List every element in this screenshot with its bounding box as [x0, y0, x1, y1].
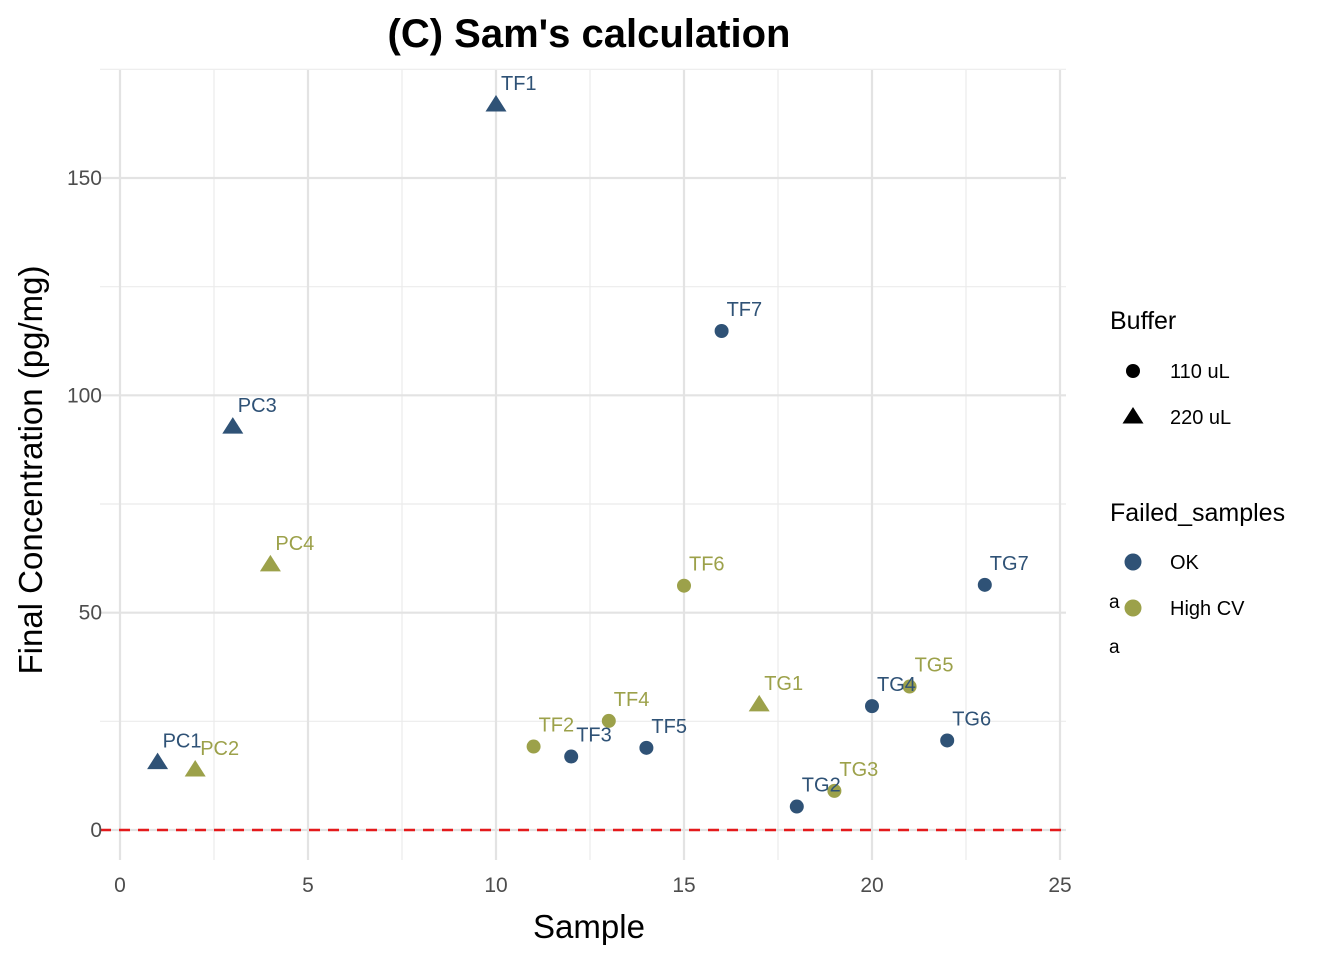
point-label-tg4: TG4 — [877, 674, 916, 696]
point-label-tf4: TF4 — [614, 689, 650, 711]
point-label-tf3: TF3 — [576, 725, 612, 747]
data-point-tg6 — [940, 733, 955, 748]
data-point-tg3 — [827, 783, 842, 798]
y-axis-title: Final Concentration (pg/mg) — [12, 265, 49, 674]
point-label-tg7: TG7 — [990, 553, 1029, 575]
data-point-tg5 — [902, 679, 917, 694]
x-axis-title: Sample — [533, 908, 645, 945]
legend-label-buffer: 220 uL — [1170, 407, 1231, 429]
legend-stray-glyph: a — [1109, 637, 1120, 658]
data-point-tf5 — [639, 740, 654, 755]
data-point-tf4 — [601, 713, 616, 728]
x-tick-label: 10 — [484, 874, 507, 897]
point-label-tf1: TF1 — [501, 73, 537, 95]
point-label-tf6: TF6 — [689, 554, 725, 576]
legend-title-buffer: Buffer — [1110, 307, 1176, 335]
point-label-pc1: PC1 — [163, 731, 202, 753]
data-point-tg1 — [748, 694, 770, 712]
chart-title: (C) Sam's calculation — [388, 12, 791, 56]
data-point-pc1 — [147, 752, 169, 770]
legend-label-buffer: 110 uL — [1170, 361, 1230, 383]
legend-stray-glyph: a — [1109, 592, 1120, 613]
legend-key-triangle — [1122, 407, 1144, 424]
x-tick-label: 25 — [1048, 874, 1071, 897]
data-point-tf2 — [526, 739, 541, 754]
data-point-tg2 — [789, 799, 804, 814]
data-point-pc2 — [184, 760, 206, 777]
point-label-tg6: TG6 — [952, 708, 991, 730]
x-tick-label: 20 — [860, 874, 883, 897]
y-tick-label: 100 — [67, 384, 102, 407]
x-tick-label: 5 — [302, 874, 314, 897]
point-label-tg2: TG2 — [802, 775, 841, 797]
point-label-tf5: TF5 — [651, 716, 687, 738]
data-point-tg4 — [865, 699, 879, 714]
legend-key-color — [1124, 553, 1142, 571]
point-label-pc2: PC2 — [200, 738, 239, 760]
y-tick-label: 50 — [79, 602, 102, 625]
legend-label-status: High CV — [1170, 598, 1245, 620]
legend-title-failed-samples: Failed_samples — [1110, 499, 1285, 527]
y-tick-label: 150 — [67, 167, 102, 190]
data-point-tf1 — [485, 95, 507, 112]
point-label-pc3: PC3 — [238, 395, 277, 417]
point-label-tg5: TG5 — [915, 655, 954, 677]
legend-key-circle — [1126, 364, 1140, 378]
grid — [100, 68, 1066, 860]
data-point-tf3 — [564, 749, 579, 764]
data-point-tf6 — [677, 578, 691, 593]
y-tick-label: 0 — [90, 819, 102, 842]
data-point-pc3 — [222, 417, 244, 434]
y-axis-ticks: 0 50 100 150 — [67, 167, 102, 842]
x-axis-ticks: 0 5 10 15 20 25 — [114, 874, 1072, 897]
point-label-tg3: TG3 — [839, 759, 878, 781]
data-point-tg7 — [977, 577, 992, 592]
legend-label-status: OK — [1170, 552, 1200, 574]
point-label-tf7: TF7 — [727, 299, 763, 321]
point-label-tf2: TF2 — [539, 715, 575, 737]
legend: Buffer Failed_samples 110 uL 220 uL OK High… — [1109, 307, 1285, 658]
data-points — [147, 95, 992, 814]
point-label-tg1: TG1 — [764, 673, 803, 695]
point-label-pc4: PC4 — [275, 533, 314, 555]
data-point-pc4 — [259, 554, 281, 572]
data-point-tf7 — [714, 324, 729, 339]
legend-key-color — [1124, 599, 1142, 617]
x-tick-label: 0 — [114, 874, 126, 897]
x-tick-label: 15 — [672, 874, 695, 897]
